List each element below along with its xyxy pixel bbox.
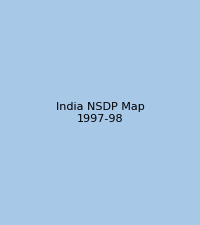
Text: India NSDP Map
1997-98: India NSDP Map 1997-98 bbox=[56, 102, 144, 123]
